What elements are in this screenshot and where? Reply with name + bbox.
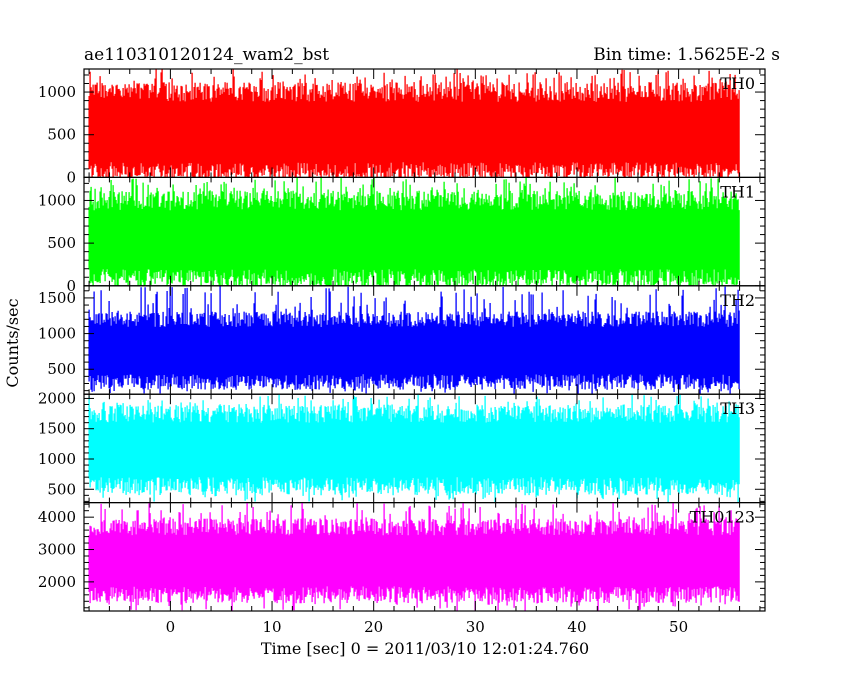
y-tick-label: 1500: [38, 289, 76, 307]
y-tick-label: 1000: [38, 191, 76, 209]
x-tick-label: 20: [364, 618, 383, 636]
x-tick-label: 0: [166, 618, 176, 636]
x-tick-label: 50: [669, 618, 688, 636]
panel-label-th1: TH1: [720, 182, 755, 201]
y-tick-label: 1000: [38, 325, 76, 343]
y-tick-label: 3000: [38, 541, 76, 559]
y-tick-label: 2000: [38, 573, 76, 591]
series-th0123: [88, 502, 740, 611]
panel-th2: 500 1000 1500 TH2: [38, 285, 766, 395]
bin-time-label: Bin time: 1.5625E-2 s: [593, 45, 780, 65]
panel-th0123: 2000 3000 4000 TH0123: [38, 502, 766, 612]
y-tick-label: 500: [47, 126, 76, 144]
x-tick-label: 30: [466, 618, 485, 636]
chart-title: ae110310120124_wam2_bst: [84, 45, 329, 65]
panel-label-th3: TH3: [720, 399, 755, 418]
panel-label-th0123: TH0123: [690, 508, 755, 527]
x-tick-label: 40: [567, 618, 586, 636]
y-axis-label: Counts/sec: [3, 298, 22, 387]
y-tick-label: 4000: [38, 508, 76, 526]
y-tick-label: 500: [47, 360, 76, 378]
panel-th0: 0 500 1000 TH0: [38, 68, 766, 186]
series-th1: [88, 177, 740, 286]
y-tick-label: 2000: [38, 389, 76, 407]
y-tick-label: 1000: [38, 450, 76, 468]
y-tick-label: 0: [66, 168, 76, 186]
y-tick-label: 1000: [38, 83, 76, 101]
series-th3: [88, 394, 740, 503]
series-th2: [88, 286, 740, 395]
x-axis-label: Time [sec] 0 = 2011/03/10 12:01:24.760: [261, 639, 589, 658]
x-tick-label: 10: [262, 618, 281, 636]
y-tick-label: 0: [66, 277, 76, 295]
series-th0: [88, 69, 740, 178]
panel-frame: [83, 502, 766, 612]
y-tick-label: 500: [47, 480, 76, 498]
panel-th3: 500 1000 1500 2000 TH3: [38, 389, 766, 504]
y-tick-label: 500: [47, 234, 76, 252]
panel-th1: 0 500 1000 TH1: [38, 176, 766, 295]
panel-label-th0: TH0: [720, 74, 755, 93]
y-tick-label: 1500: [38, 420, 76, 438]
panel-label-th2: TH2: [720, 291, 755, 310]
